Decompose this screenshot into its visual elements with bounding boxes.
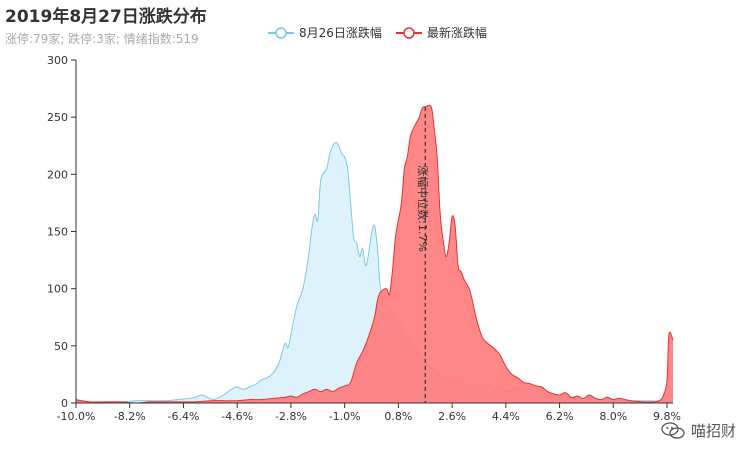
x-tick-label-11: 9.8% <box>653 410 681 423</box>
x-tick-label-9: 6.2% <box>546 410 574 423</box>
legend-marker-series-2 <box>395 26 422 39</box>
y-tick-label-50: 50 <box>54 340 68 353</box>
series-1-area <box>76 142 673 404</box>
page-subtitle: 涨停:79家; 跌停:3家; 情绪指数:519 <box>5 32 199 46</box>
legend-label-series-2: 最新涨跌幅 <box>426 26 487 40</box>
legend-label-series-1: 8月26日涨跌幅 <box>299 26 382 40</box>
x-tick-label-7: 2.6% <box>438 410 466 423</box>
legend-marker-series-1 <box>268 26 294 39</box>
series-2-area <box>76 105 673 403</box>
legend-item-series-2[interactable]: 最新涨跌幅 <box>395 24 487 41</box>
y-tick-label-250: 250 <box>47 111 68 124</box>
y-tick-label-0: 0 <box>61 397 68 410</box>
x-tick-label-8: 4.4% <box>492 410 520 423</box>
y-tick-label-300: 300 <box>47 54 68 67</box>
x-tick-label-6: 0.8% <box>384 410 412 423</box>
x-tick-label-10: 8.0% <box>599 410 627 423</box>
chart-legend: 8月26日涨跌幅 最新涨跌幅 <box>268 24 487 41</box>
y-tick-label-100: 100 <box>47 283 68 296</box>
y-tick-label-200: 200 <box>47 168 68 181</box>
x-tick-label-3: -4.6% <box>221 410 253 423</box>
median-label: 涨幅中位数:1.7% <box>416 165 430 252</box>
wechat-icon <box>661 421 685 439</box>
x-tick-label-5: -1.0% <box>329 410 361 423</box>
x-tick-label-4: -2.8% <box>275 410 307 423</box>
watermark: 喵招财 <box>661 420 736 441</box>
x-tick-label-1: -8.2% <box>114 410 146 423</box>
x-tick-label-0: -10.0% <box>57 410 96 423</box>
page-title: 2019年8月27日涨跌分布 <box>5 7 207 27</box>
legend-item-series-1[interactable]: 8月26日涨跌幅 <box>268 24 382 41</box>
x-tick-label-2: -6.4% <box>167 410 199 423</box>
y-tick-label-150: 150 <box>47 226 68 239</box>
watermark-text: 喵招财 <box>690 422 736 440</box>
